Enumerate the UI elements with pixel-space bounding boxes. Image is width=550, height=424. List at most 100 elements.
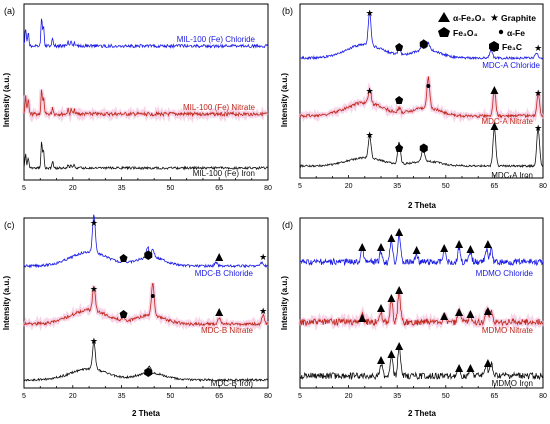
series-line (23, 141, 269, 171)
x-tick-label: 65 (215, 393, 223, 400)
panel-a-ticks: 5 20 35 50 65 80 (22, 177, 272, 192)
legend-star-icon: ★ (490, 13, 499, 24)
panel-c-label: (c) (4, 220, 15, 230)
x-tick-label: 35 (393, 393, 401, 400)
panel-c-ylabel: Intensity (a.u.) (2, 276, 11, 331)
legend-label-alpha-fe: α-Fe (507, 28, 525, 38)
alpha-fe2o3-marker-icon (395, 286, 404, 294)
panel-a-series-label-2: MIL-100 (Fe) Nitrate (183, 103, 256, 112)
legend-label-fe3o4: Fe₃O₄ (453, 28, 478, 38)
panel-c-series-label-2: MDC-B Nitrate (201, 326, 254, 335)
panel-b-label: (b) (282, 6, 293, 16)
fe3c-marker-icon (144, 250, 153, 260)
alpha-fe2o3-marker-icon (455, 308, 464, 316)
legend-label-fe2o3: α-Fe₂O₃ (453, 13, 485, 23)
alpha-fe2o3-marker-icon (387, 294, 396, 302)
panel-b-series-label-1: MDC-A Chloride (482, 61, 540, 70)
alpha-fe2o3-marker-icon (466, 310, 475, 318)
alpha-fe2o3-marker-icon (440, 244, 449, 252)
fe3c-marker-icon (419, 39, 428, 49)
panel-b: (b) Intensity (a.u.) 5 20 35 50 65 80 2 Theta… (280, 3, 547, 210)
panel-d-series-label-3: MDMO Iron (492, 379, 533, 388)
series-line (23, 214, 269, 269)
alpha-fe2o3-marker-icon (466, 364, 475, 372)
alpha-fe2o3-marker-icon (395, 228, 404, 236)
x-tick-label: 20 (345, 393, 353, 400)
alpha-fe2o3-marker-icon (483, 240, 492, 248)
legend-triangle-icon (438, 12, 450, 22)
series-line (23, 282, 269, 327)
alpha-fe2o3-marker-icon (440, 312, 449, 320)
alpha-fe2o3-marker-icon (490, 122, 499, 130)
alpha-fe2o3-marker-icon (395, 342, 404, 350)
panel-b-frame (299, 3, 544, 179)
panel-c-series (22, 214, 270, 383)
x-tick-label: 65 (491, 183, 499, 190)
panel-b-series-label-3: MDC-A Iron (491, 171, 533, 180)
panel-a-ylabel: Intensity (a.u.) (2, 73, 11, 128)
alpha-fe2o3-marker-icon (490, 86, 499, 94)
series-line (299, 76, 544, 119)
legend-label-fe3c: Fe₃C (502, 42, 522, 52)
x-tick-label: 20 (69, 185, 77, 192)
series-line (299, 233, 544, 267)
x-tick-label: 80 (264, 185, 272, 192)
alpha-fe2o3-marker-icon (377, 304, 385, 312)
x-tick-label: 20 (345, 183, 353, 190)
graphite-marker-icon: ★ (90, 284, 98, 294)
alpha-fe2o3-marker-icon (490, 43, 499, 51)
x-tick-label: 65 (215, 185, 223, 192)
fe3c-marker-icon (144, 367, 153, 377)
x-tick-label: 50 (442, 183, 450, 190)
panel-a-series-label-1: MIL-100 (Fe) Chloride (177, 35, 256, 44)
panel-d-ylabel: Intensity (a.u.) (280, 276, 289, 331)
panel-d-ticks: 5 20 35 50 65 80 (298, 385, 547, 400)
alpha-fe2o3-marker-icon (483, 307, 492, 315)
x-tick-label: 5 (22, 185, 26, 192)
alpha-fe2o3-marker-icon (387, 234, 396, 242)
x-tick-label: 80 (539, 393, 547, 400)
panel-d-label: (d) (282, 220, 293, 230)
alpha-fe2o3-marker-icon (358, 314, 367, 322)
alpha-fe2o3-marker-icon (215, 308, 224, 316)
x-tick-label: 35 (393, 183, 401, 190)
graphite-marker-icon: ★ (90, 218, 98, 228)
x-tick-label: 50 (167, 185, 175, 192)
series-line (23, 89, 269, 118)
panel-b-series-label-2: MDC-A Nitrate (481, 117, 533, 126)
series-line (299, 343, 544, 381)
series-line (23, 18, 269, 49)
panel-c: (c) Intensity (a.u.) 5 20 35 50 65 80 2 Theta… (2, 214, 272, 418)
fe3o4-marker-icon (119, 310, 128, 318)
alpha-fe-marker-icon (150, 294, 155, 298)
x-tick-label: 50 (442, 393, 450, 400)
x-tick-label: 35 (118, 393, 126, 400)
fe3c-marker-icon (419, 143, 428, 153)
alpha-fe2o3-marker-icon (455, 240, 464, 248)
graphite-marker-icon: ★ (534, 43, 542, 53)
panel-d-series (298, 233, 545, 381)
fe3o4-marker-icon (119, 254, 128, 262)
graphite-marker-icon: ★ (366, 8, 374, 18)
legend-pentagon-icon (438, 27, 450, 37)
fe3o4-marker-icon (395, 43, 404, 51)
alpha-fe-marker-icon (426, 84, 431, 88)
panel-a-series (22, 18, 269, 171)
alpha-fe2o3-marker-icon (387, 350, 396, 358)
alpha-fe2o3-marker-icon (483, 359, 492, 367)
x-tick-label: 5 (298, 183, 302, 190)
series-line (299, 127, 544, 169)
alpha-fe2o3-marker-icon (377, 356, 385, 364)
panel-d-frame (299, 217, 544, 389)
x-tick-label: 80 (539, 183, 547, 190)
x-tick-label: 20 (69, 393, 77, 400)
alpha-fe2o3-marker-icon (215, 253, 224, 261)
panel-a-label: (a) (4, 6, 15, 16)
panel-a: (a) Intensity (a.u.) 5 20 35 50 65 80 MIL-100… (2, 3, 272, 192)
alpha-fe2o3-marker-icon (455, 364, 464, 372)
x-tick-label: 80 (264, 393, 272, 400)
fe3o4-marker-icon (395, 144, 404, 152)
graphite-marker-icon: ★ (259, 252, 267, 262)
graphite-marker-icon: ★ (534, 88, 542, 98)
